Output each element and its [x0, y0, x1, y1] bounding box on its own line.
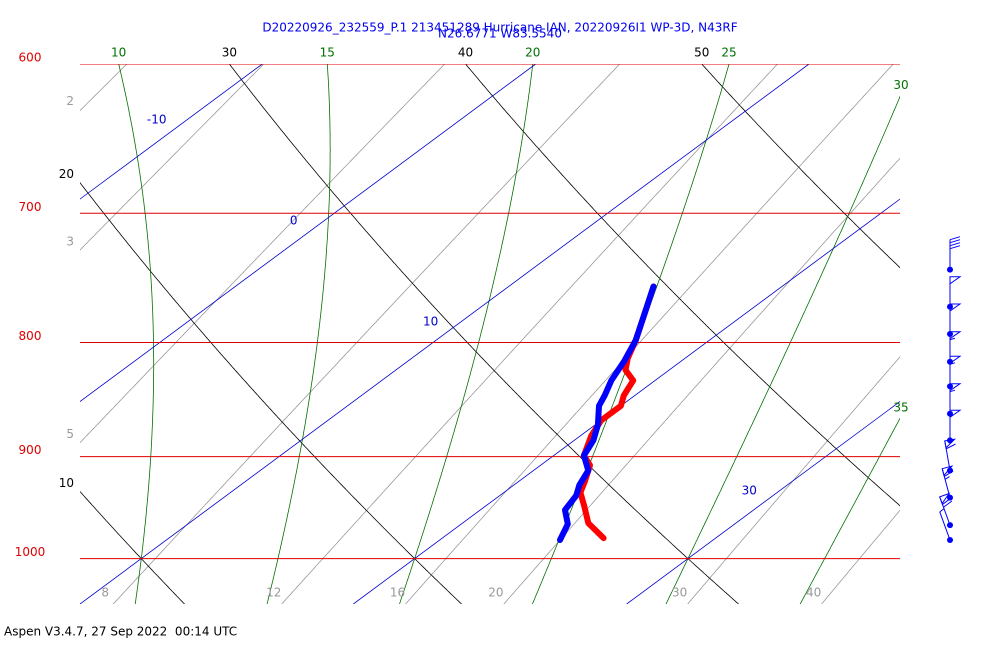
barb-pennant: [949, 355, 962, 365]
moist-adiabat-label: 30: [893, 78, 908, 92]
barb-dot: [947, 522, 953, 529]
isotherm-line: [353, 198, 900, 604]
barb-full: [944, 470, 954, 477]
mixing-ratio-label: 5: [66, 427, 74, 441]
profiles: [557, 283, 657, 543]
isobar-label: 600: [19, 51, 42, 65]
wind-barb: [947, 236, 961, 273]
mixing-ratio-line: [404, 64, 894, 604]
isobar-label: 1000: [15, 545, 46, 559]
isotherm-line: [80, 64, 810, 604]
isotherm-label: 0: [290, 214, 298, 228]
wind-barbs: [939, 236, 962, 544]
isotherm-line: [80, 64, 536, 403]
barb-dot: [947, 537, 953, 544]
barb-pennant: [949, 303, 962, 312]
dry-adiabat-label: 30: [222, 46, 237, 60]
wind-barb: [941, 465, 954, 501]
barb-dot: [947, 266, 953, 273]
dry-adiabat-label: 10: [59, 476, 74, 490]
mixing-ratio-label: 2: [66, 94, 74, 108]
barb-pennant: [941, 465, 954, 477]
moist-adiabat-label: 35: [893, 401, 908, 415]
dry-adiabat-label: 50: [694, 46, 709, 60]
isobar-label: 900: [19, 443, 42, 457]
moist-adiabat-label: 15: [320, 46, 335, 60]
diagram-lines: [80, 64, 900, 604]
barb-full: [943, 500, 953, 508]
barb-full: [949, 242, 961, 247]
barb-pennant: [949, 331, 962, 340]
barb-dot: [947, 494, 953, 501]
dry-adiabat-line: [80, 490, 186, 604]
barb-full: [945, 443, 956, 450]
mixing-ratio-label: 8: [101, 586, 109, 600]
moist-adiabat-line: [266, 64, 331, 604]
mixing-ratio-line: [112, 64, 621, 604]
dry-adiabat-line: [701, 64, 900, 269]
moist-adiabat-line: [531, 64, 730, 604]
chart-subtitle: N26.6771 W83.5540: [438, 27, 562, 41]
isobar-label: 800: [19, 329, 42, 343]
barb-full: [949, 236, 961, 241]
moist-adiabat-label: 25: [721, 46, 736, 60]
moist-adiabat-line: [665, 95, 900, 604]
wind-barb: [939, 508, 953, 544]
mixing-ratio-label: 12: [266, 586, 281, 600]
moist-adiabat-line: [799, 417, 900, 604]
dry-adiabat-line: [228, 64, 740, 604]
barb-pennant: [949, 383, 962, 392]
barb-full: [949, 245, 961, 250]
dry-adiabat-label: 40: [458, 46, 473, 60]
footer: Aspen V3.4.7, 27 Sep 2022 00:14 UTC: [4, 625, 237, 639]
moist-adiabat-label: 10: [111, 46, 126, 60]
mixing-ratio-line: [80, 64, 265, 251]
mixing-ratio-label: 16: [390, 586, 405, 600]
isotherm-label: 30: [742, 484, 757, 498]
wind-barb: [939, 492, 953, 529]
sounding-line: [557, 283, 657, 543]
dry-adiabat-label: 20: [59, 167, 74, 181]
barb-half: [944, 476, 950, 480]
isotherm-line: [626, 401, 900, 604]
isotherm-label: -10: [147, 113, 167, 127]
mixing-ratio-label: 30: [672, 586, 687, 600]
mixing-ratio-line: [821, 509, 900, 604]
chart-title: D20220926_232559_P.1 213451289 Hurricane…: [262, 21, 737, 35]
moist-adiabat-line: [118, 64, 155, 604]
barb-pennant: [944, 438, 957, 449]
barb-stem: [939, 511, 951, 541]
barb-full: [942, 497, 952, 505]
moist-adiabat-label: 20: [525, 46, 540, 60]
isotherm-line: [80, 64, 263, 200]
dry-adiabat-line: [80, 182, 463, 604]
barb-half: [949, 389, 956, 393]
mixing-ratio-label: 3: [66, 234, 74, 248]
barb-half: [949, 362, 956, 365]
mixing-ratio-line: [281, 64, 779, 604]
isotherm-label: 10: [423, 315, 438, 329]
barb-pennant: [949, 409, 962, 419]
moist-adiabat-line: [399, 64, 534, 604]
dry-adiabat-line: [465, 64, 900, 507]
mixing-ratio-line: [80, 64, 446, 444]
mixing-ratio-line: [687, 356, 900, 604]
mixing-ratio-line: [503, 157, 900, 604]
mixing-ratio-label: 20: [488, 586, 503, 600]
barb-pennant: [939, 492, 951, 505]
barb-half: [949, 337, 956, 341]
mixing-ratio-label: 40: [806, 586, 821, 600]
isobar-label: 700: [19, 200, 42, 214]
barb-pennant: [949, 276, 962, 285]
barb-full: [949, 239, 961, 244]
barb-half: [939, 508, 945, 513]
